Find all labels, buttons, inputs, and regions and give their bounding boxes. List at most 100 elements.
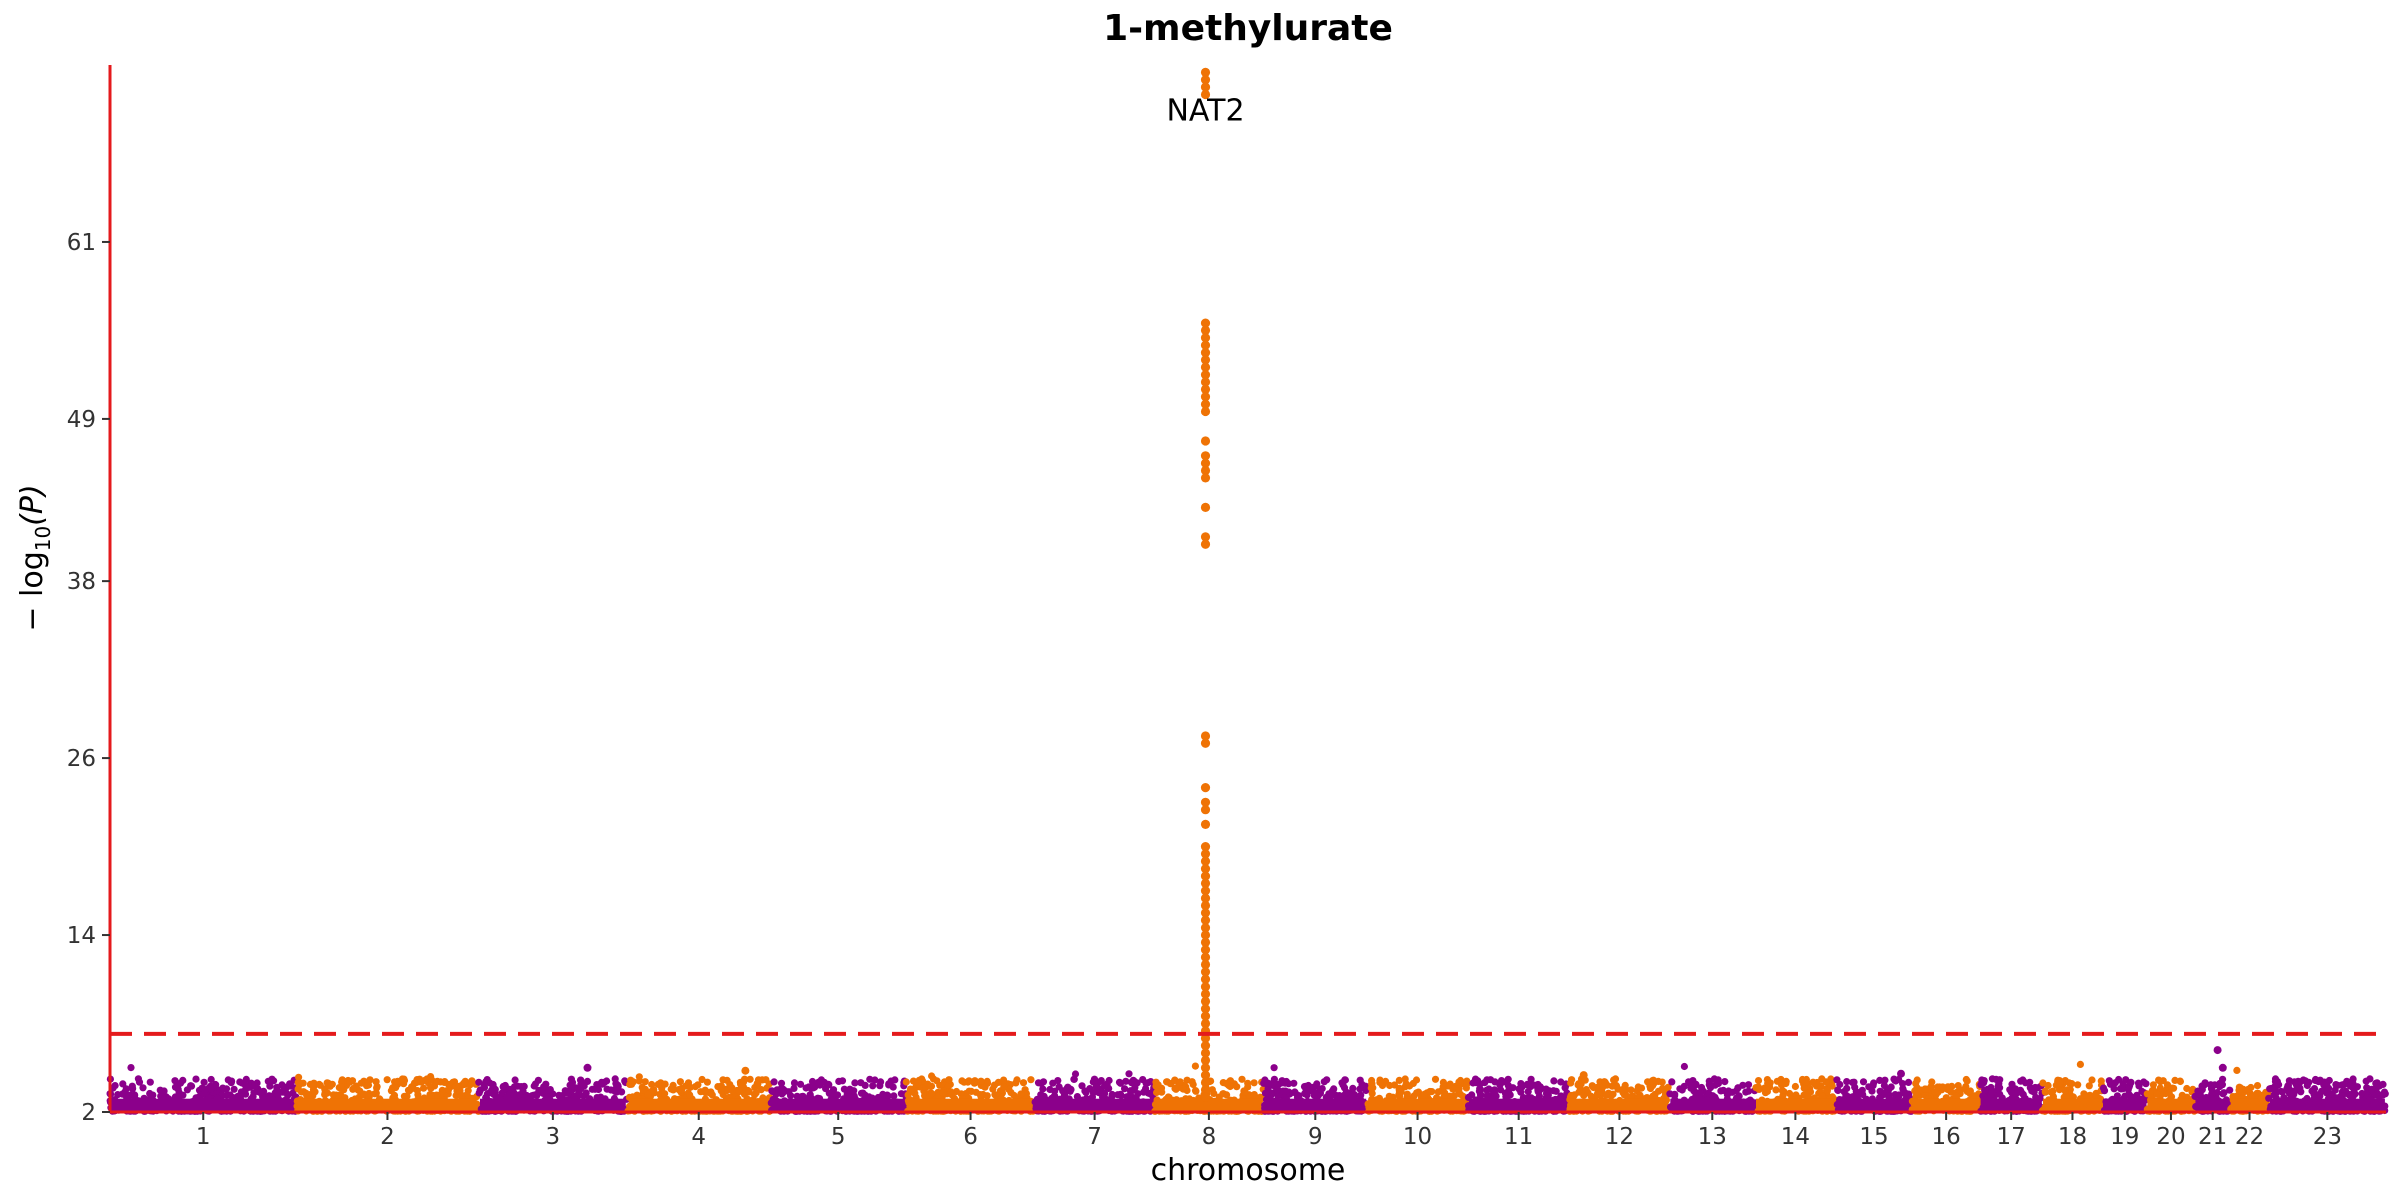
data-point <box>1290 1079 1298 1087</box>
data-point <box>1526 1080 1534 1088</box>
data-point <box>777 1079 786 1087</box>
x-tick-label: 5 <box>831 1124 846 1150</box>
data-point <box>171 1083 180 1091</box>
data-point <box>2061 1087 2069 1095</box>
data-point <box>207 1075 215 1084</box>
data-point <box>1497 1077 1506 1085</box>
data-point <box>831 1090 839 1098</box>
peak-point <box>1200 436 1211 446</box>
data-point <box>1952 1092 1960 1100</box>
data-point <box>556 1092 565 1100</box>
data-point <box>1744 1081 1753 1089</box>
data-point <box>280 1085 288 1093</box>
data-point <box>1039 1078 1048 1086</box>
data-point <box>885 1080 893 1088</box>
data-point <box>2310 1085 2319 1093</box>
data-point <box>316 1081 324 1089</box>
data-point <box>1210 1089 1218 1098</box>
data-point <box>822 1085 830 1093</box>
data-point <box>1515 1085 1523 1093</box>
data-point <box>2294 1077 2302 1085</box>
peak-point <box>1200 473 1211 483</box>
peak-point <box>1200 1092 1211 1102</box>
data-point <box>234 1092 242 1100</box>
x-tick-label: 3 <box>546 1124 561 1150</box>
data-point <box>2379 1080 2387 1088</box>
data-point <box>799 1092 807 1100</box>
data-point <box>1570 1092 1578 1100</box>
chromosome-points-3 <box>475 1075 631 1115</box>
data-point <box>403 1092 411 1100</box>
data-point <box>2105 1077 2113 1085</box>
data-point <box>808 1077 817 1086</box>
peak-point <box>1200 325 1211 335</box>
chromosome-points-14 <box>1752 1075 1839 1115</box>
data-point <box>1698 1083 1706 1092</box>
data-point <box>372 1089 380 1097</box>
data-point <box>1403 1090 1411 1098</box>
peak-point <box>1200 1085 1211 1095</box>
x-tick-label: 2 <box>380 1124 395 1150</box>
data-point <box>1535 1088 1543 1096</box>
data-point <box>1027 1076 1035 1084</box>
chromosome-band-5 <box>771 1098 905 1112</box>
peak-point <box>1200 805 1211 815</box>
data-point <box>897 1090 906 1098</box>
peak-point <box>1200 370 1211 380</box>
notable-point <box>1897 1069 1905 1078</box>
data-point <box>2100 1087 2109 1095</box>
data-point <box>457 1092 465 1100</box>
data-point <box>796 1080 805 1088</box>
data-point <box>1142 1084 1150 1093</box>
data-point <box>187 1082 196 1090</box>
chromosome-band-14 <box>1756 1098 1835 1112</box>
data-point <box>1153 1088 1161 1097</box>
data-point <box>2165 1089 2173 1097</box>
chromosome-band-13 <box>1670 1098 1755 1112</box>
data-point <box>1921 1085 1929 1093</box>
data-point <box>2026 1078 2034 1086</box>
x-tick-label: 7 <box>1087 1124 1102 1150</box>
chromosome-band-8 <box>1155 1098 1263 1112</box>
data-point <box>400 1075 408 1083</box>
data-point <box>119 1080 127 1088</box>
chromosome-band-3 <box>479 1098 626 1112</box>
peak-point <box>1200 399 1211 409</box>
data-point <box>2346 1082 2354 1090</box>
x-tick-label: 1 <box>196 1124 211 1150</box>
data-point <box>1589 1083 1597 1092</box>
data-point <box>2233 1066 2241 1074</box>
data-point <box>902 1078 910 1086</box>
peak-point <box>1200 842 1211 852</box>
data-point <box>2362 1077 2370 1085</box>
data-point <box>250 1089 258 1097</box>
data-point <box>1368 1089 1376 1097</box>
data-point <box>641 1078 649 1086</box>
data-point <box>1678 1086 1686 1094</box>
data-point <box>722 1087 731 1095</box>
data-point <box>220 1085 228 1093</box>
data-point <box>639 1086 647 1094</box>
data-point <box>2374 1090 2382 1098</box>
data-point <box>1691 1081 1699 1089</box>
x-tick-label: 6 <box>963 1124 978 1150</box>
data-point <box>1619 1086 1627 1094</box>
data-point <box>2119 1080 2127 1088</box>
data-point <box>1945 1083 1953 1091</box>
data-point <box>2055 1086 2064 1094</box>
data-point <box>179 1076 187 1084</box>
data-point <box>2328 1090 2336 1098</box>
data-point <box>2368 1085 2376 1093</box>
data-point <box>1463 1077 1471 1085</box>
chromosome-points-11 <box>1464 1075 1572 1115</box>
data-point <box>958 1077 966 1085</box>
data-point <box>302 1089 310 1097</box>
data-point <box>588 1085 596 1093</box>
data-point <box>983 1092 991 1100</box>
data-point <box>2372 1079 2380 1087</box>
peak-point <box>1200 982 1211 992</box>
data-point <box>1241 1088 1249 1096</box>
data-point <box>228 1077 236 1085</box>
data-point <box>1685 1078 1693 1086</box>
peak-point <box>1200 930 1211 940</box>
